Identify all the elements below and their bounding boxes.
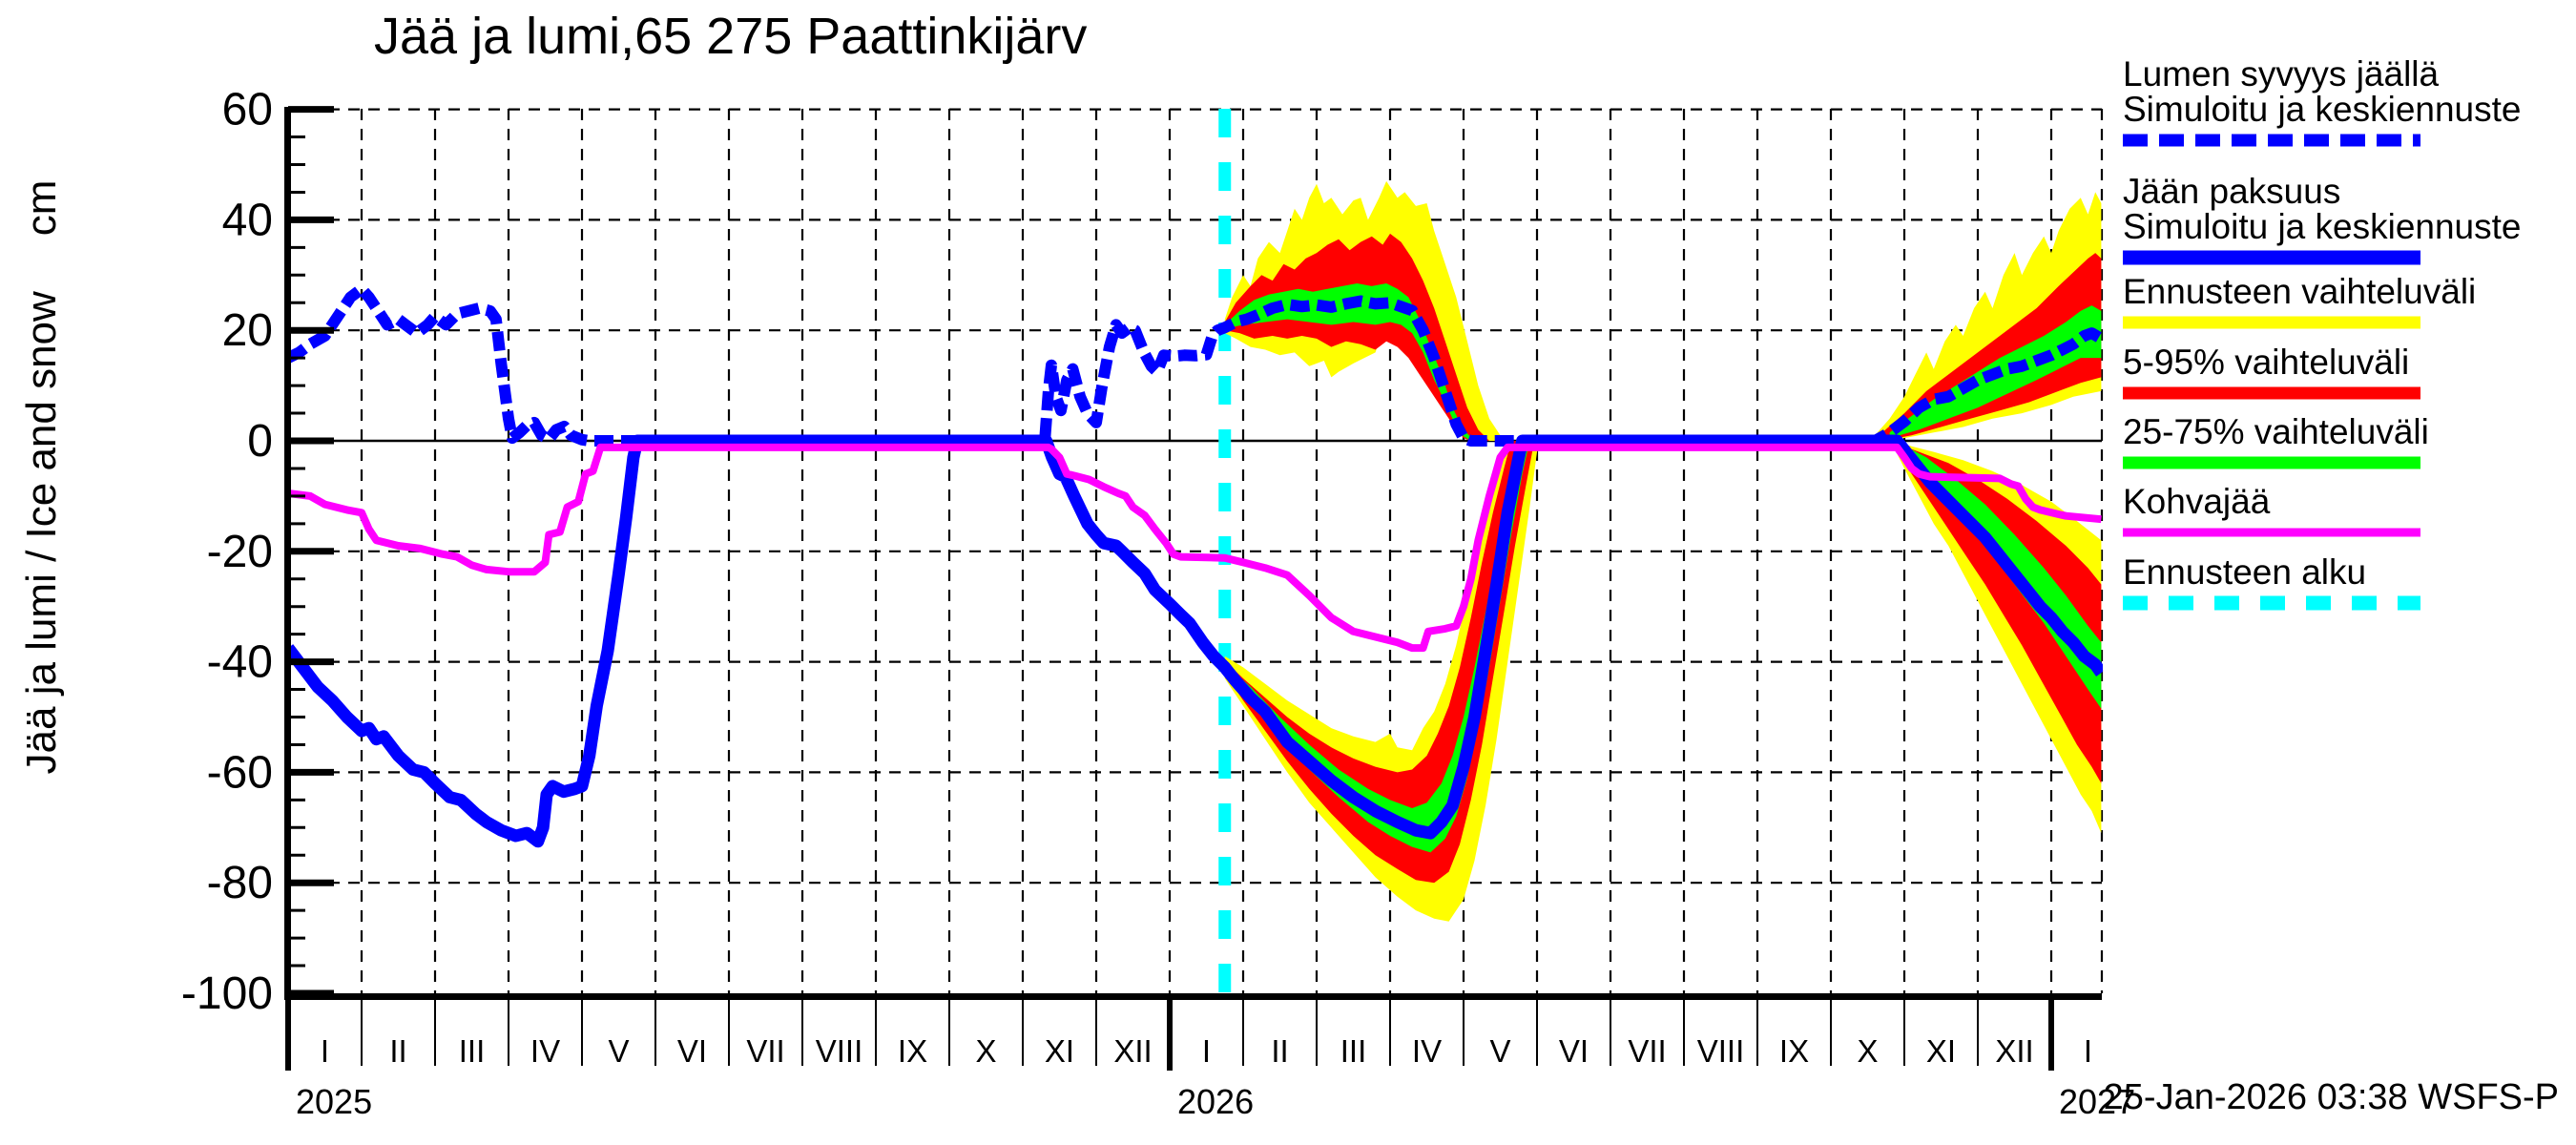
month-label: XI	[1926, 1033, 1956, 1069]
y-axis-label: Jää ja lumi / Ice and snowcm	[18, 180, 65, 775]
legend-label: Ennusteen alku	[2123, 552, 2366, 592]
ice-2027-5-95-band	[1897, 443, 2102, 783]
y-tick-label: -60	[207, 747, 273, 798]
month-label: VIII	[1697, 1033, 1745, 1069]
legend-label: Simuloitu ja keskiennuste	[2123, 207, 2522, 246]
y-tick-label: 40	[222, 195, 273, 245]
year-label: 2025	[296, 1082, 372, 1121]
y-tick-label: 0	[247, 416, 273, 467]
legend-label: Lumen syvyys jäällä	[2123, 54, 2440, 94]
timestamp: 25-Jan-2026 03:38 WSFS-P	[2104, 1077, 2559, 1117]
legend-label: Ennusteen vaihteluväli	[2123, 272, 2476, 311]
legend-label: 25-75% vaihteluväli	[2123, 412, 2429, 451]
month-label: V	[608, 1033, 629, 1069]
grid-layer	[288, 108, 2104, 993]
legend-item-range-25-75: 25-75% vaihteluväli	[2123, 412, 2429, 469]
month-label: VI	[1559, 1033, 1589, 1069]
legend-item-range-5-95: 5-95% vaihteluväli	[2123, 343, 2420, 400]
y-tick-label: -100	[181, 968, 273, 1019]
month-label: V	[1489, 1033, 1510, 1069]
month-label: I	[1202, 1033, 1211, 1069]
month-label: VI	[677, 1033, 707, 1069]
month-label: XII	[1113, 1033, 1152, 1069]
month-label: VII	[1628, 1033, 1666, 1069]
month-label: III	[459, 1033, 486, 1069]
snow-2026-25-75-band	[1224, 283, 1475, 441]
month-label: II	[389, 1033, 406, 1069]
y-tick-label: 60	[222, 85, 273, 135]
month-label: II	[1271, 1033, 1288, 1069]
ice-thickness-line	[288, 434, 2103, 848]
y-tick-label: -40	[207, 637, 273, 688]
month-label: XII	[1995, 1033, 2033, 1069]
snow-depth-line	[288, 282, 2103, 447]
month-label: X	[975, 1033, 996, 1069]
month-label: IV	[530, 1033, 560, 1069]
y-tick-label: 20	[222, 305, 273, 356]
month-label: IV	[1412, 1033, 1442, 1069]
y-tick-label: -80	[207, 858, 273, 908]
axis-layer	[284, 106, 2102, 1071]
chart-title: Jää ja lumi,65 275 Paattinkijärv	[374, 8, 1087, 65]
year-label: 2026	[1177, 1082, 1254, 1121]
month-label: IX	[898, 1033, 927, 1069]
month-label: X	[1857, 1033, 1878, 1069]
month-label: I	[321, 1033, 329, 1069]
month-label: I	[2084, 1033, 2092, 1069]
legend-item-forecast-start: Ennusteen alku	[2123, 552, 2420, 611]
data-layer	[288, 109, 2103, 993]
legend-item-kohvajaa: Kohvajää	[2123, 482, 2420, 537]
month-label: IX	[1779, 1033, 1809, 1069]
month-label: VIII	[816, 1033, 863, 1069]
month-label: XI	[1045, 1033, 1074, 1069]
month-label: VII	[746, 1033, 784, 1069]
legend-item-forecast-range: Ennusteen vaihteluväli	[2123, 272, 2476, 329]
y-axis-spine	[284, 107, 291, 1000]
legend-label: 5-95% vaihteluväli	[2123, 343, 2409, 382]
legend-label: Simuloitu ja keskiennuste	[2123, 90, 2522, 129]
snow-2026-5-95-band	[1224, 233, 1489, 441]
legend-label: Jään paksuus	[2123, 172, 2340, 211]
kohvajaa-line	[288, 443, 2102, 653]
month-label: III	[1340, 1033, 1367, 1069]
year-label: 2027	[2059, 1082, 2135, 1121]
x-axis-baseline	[284, 993, 2102, 1000]
y-tick-label: -20	[207, 527, 273, 577]
legend-label: Kohvajää	[2123, 482, 2271, 521]
